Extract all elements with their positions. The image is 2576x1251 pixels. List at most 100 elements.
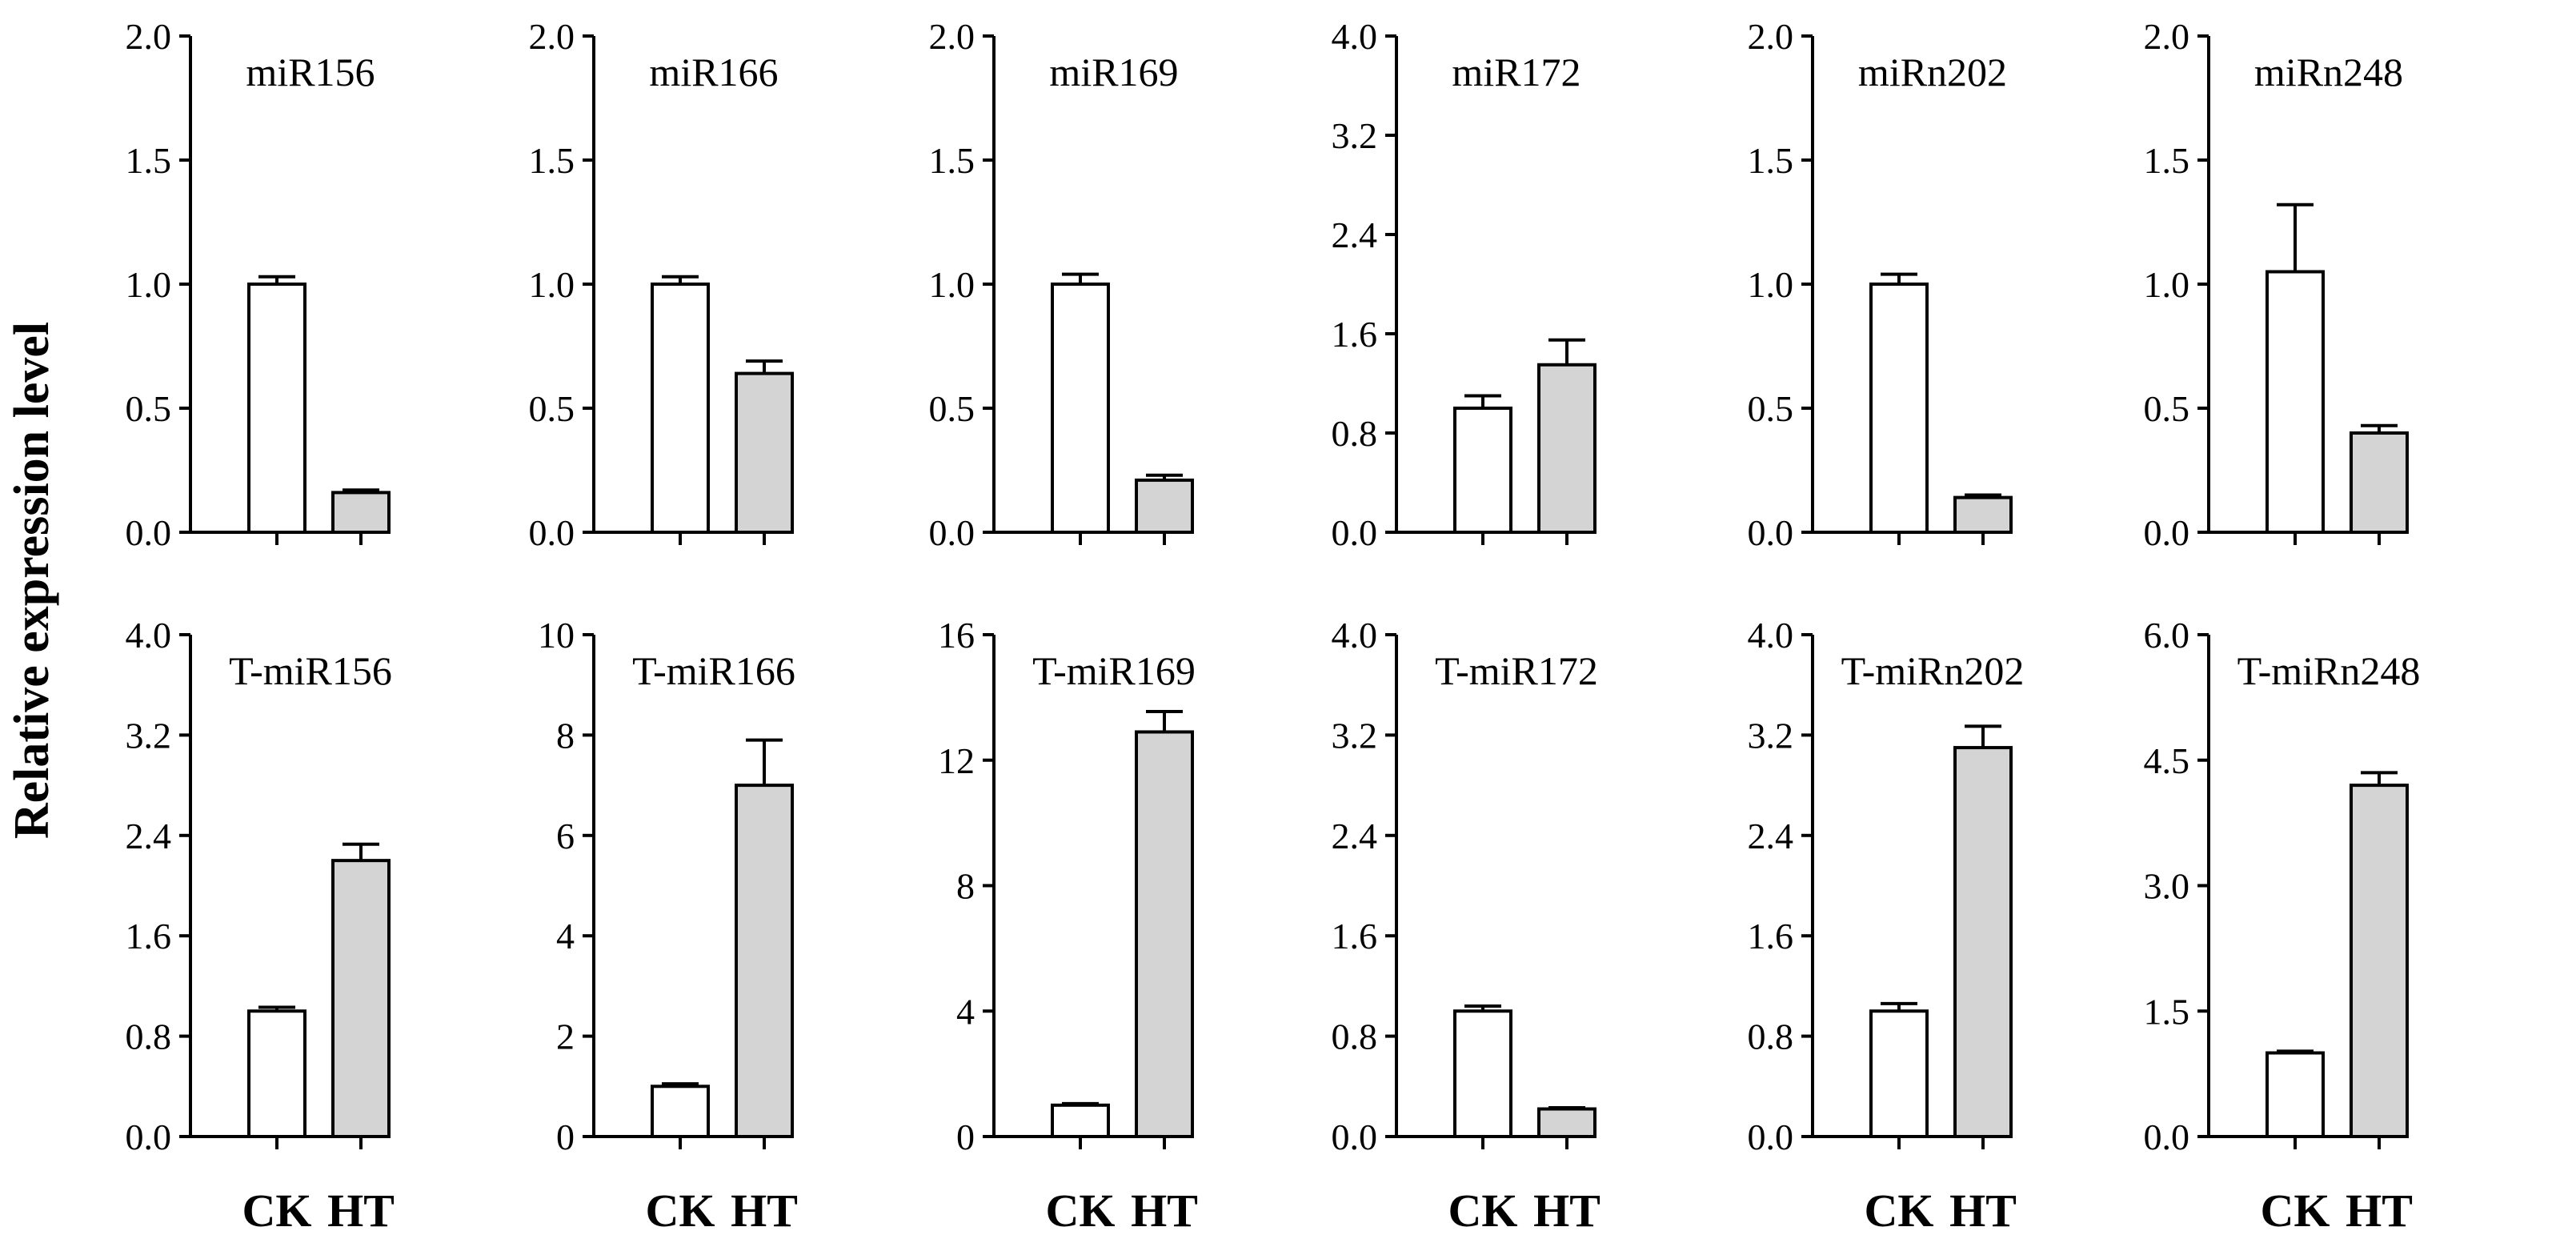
x-category-label-ht: HT <box>1949 1185 2017 1237</box>
y-tick-label: 0.5 <box>929 388 976 429</box>
y-tick-label: 0.5 <box>1748 388 1794 429</box>
panel-mirn248: 0.0 0.5 1.0 1.5 2.0 miRn248 <box>2144 16 2409 553</box>
y-tick-label: 0.0 <box>1332 512 1378 553</box>
y-tick-label: 0.8 <box>1332 1016 1378 1057</box>
y-tick-label: 0.0 <box>2144 1117 2190 1157</box>
bar-ht <box>1537 363 1596 534</box>
y-tick-label: 0 <box>556 1117 575 1157</box>
bar-ht <box>331 491 391 535</box>
y-tick-label: 1.5 <box>529 140 575 181</box>
y-tick-label: 16 <box>938 615 975 656</box>
y-tick-label: 2.0 <box>929 16 976 57</box>
y-tick-label: 2.0 <box>1748 16 1794 57</box>
x-category-label-ck: CK <box>646 1185 715 1237</box>
y-tick-label: 4.0 <box>1332 16 1378 57</box>
y-tick-label: 2 <box>556 1016 575 1057</box>
bar-ck <box>247 283 306 534</box>
y-tick-label: 6.0 <box>2144 615 2190 656</box>
y-tick-label: 0.8 <box>1332 413 1378 454</box>
y-tick-label: 1.5 <box>2144 140 2190 181</box>
panel-title: miR166 <box>649 50 778 94</box>
panel-title: T-miR156 <box>229 648 392 693</box>
x-category-label-ck: CK <box>242 1185 312 1237</box>
y-tick-label: 0.5 <box>2144 388 2190 429</box>
bar-ht <box>1953 746 2013 1138</box>
y-tick-label: 0.0 <box>126 1117 172 1157</box>
y-tick-label: 2.0 <box>529 16 575 57</box>
y-tick-label: 1.5 <box>1748 140 1794 181</box>
x-category-label-ht: HT <box>1131 1185 1198 1237</box>
y-tick-label: 1.0 <box>126 264 172 305</box>
y-tick-label: 1.0 <box>929 264 976 305</box>
y-tick-label: 4.0 <box>1748 615 1794 656</box>
y-tick-label: 0.5 <box>529 388 575 429</box>
panel-mir166: 0.0 0.5 1.0 1.5 2.0 miR166 <box>529 16 794 553</box>
bar-ck <box>2266 1051 2325 1138</box>
panel-t-mir172: 0.0 0.8 1.6 2.4 3.2 4.0 T-miR172 <box>1332 615 1598 1157</box>
bar-ck <box>1869 1009 1929 1138</box>
panel-mir169: 0.0 0.5 1.0 1.5 2.0 miR169 <box>929 16 1194 553</box>
y-tick-label: 1.6 <box>1332 314 1378 355</box>
y-tick-label: 0 <box>956 1117 975 1157</box>
bar-ck <box>1051 1103 1110 1138</box>
panel-title: miR172 <box>1452 50 1580 94</box>
panel-t-mirn248: 0.0 1.5 3.0 4.5 6.0 T-miRn248 <box>2144 615 2421 1157</box>
x-category-label-ck: CK <box>1448 1185 1518 1237</box>
x-category-labels: CK HT CK HT CK HT CK HT CK HT CK HT <box>242 1185 2413 1237</box>
bar-ck <box>651 1085 710 1139</box>
y-tick-label: 4.0 <box>126 615 172 656</box>
y-tick-label: 0.0 <box>1748 512 1794 553</box>
bar-ht <box>735 371 794 534</box>
bar-ck <box>1453 1009 1512 1138</box>
y-tick-label: 4.0 <box>1332 615 1378 656</box>
bar-ck <box>247 1009 306 1138</box>
x-category-label-ck: CK <box>2261 1185 2330 1237</box>
y-tick-label: 8 <box>556 715 575 756</box>
y-tick-label: 3.0 <box>2144 866 2190 907</box>
y-tick-label: 2.4 <box>1332 215 1378 255</box>
bar-ht <box>1537 1107 1596 1139</box>
y-tick-label: 1.6 <box>1332 916 1378 956</box>
x-category-label-ht: HT <box>2346 1185 2413 1237</box>
panel-title: T-miR172 <box>1435 648 1598 693</box>
y-tick-label: 3.2 <box>1332 715 1378 756</box>
y-tick-label: 0.0 <box>1332 1117 1378 1157</box>
y-tick-label: 1.6 <box>126 916 172 956</box>
y-tick-label: 2.4 <box>1332 816 1378 856</box>
y-tick-label: 0.8 <box>1748 1016 1794 1057</box>
bar-ht <box>735 784 794 1138</box>
panel-title: T-miRn248 <box>2237 648 2421 693</box>
y-tick-label: 3.2 <box>126 715 172 756</box>
panel-title: miR169 <box>1049 50 1178 94</box>
panel-mir172: 0.0 0.8 1.6 2.4 3.2 4.0 miR172 <box>1332 16 1596 553</box>
panel-t-mir156: 0.0 0.8 1.6 2.4 3.2 4.0 T-miR156 <box>126 615 392 1157</box>
y-tick-label: 10 <box>538 615 575 656</box>
bar-ht <box>2350 431 2409 534</box>
panel-t-mir166: 0 2 4 6 8 10 T-miR166 <box>538 615 795 1157</box>
y-tick-label: 8 <box>956 866 975 907</box>
y-tick-label: 0.8 <box>126 1016 172 1057</box>
y-axis-label: Relative expression level <box>5 322 59 839</box>
y-tick-label: 0.0 <box>126 512 172 553</box>
y-tick-label: 0.0 <box>929 512 976 553</box>
y-tick-label: 0.0 <box>529 512 575 553</box>
y-tick-label: 0.0 <box>2144 512 2190 553</box>
bar-ck <box>651 283 710 534</box>
y-tick-label: 2.4 <box>1748 816 1794 856</box>
panel-t-mirn202: 0.0 0.8 1.6 2.4 3.2 4.0 T-miRn202 <box>1748 615 2025 1157</box>
bar-ck <box>1051 283 1110 534</box>
panel-title: T-miRn202 <box>1841 648 2025 693</box>
bar-ht <box>1135 478 1194 535</box>
y-tick-label: 1.6 <box>1748 916 1794 956</box>
y-tick-label: 4 <box>556 916 575 956</box>
bar-ck <box>1453 407 1512 534</box>
y-tick-label: 1.0 <box>1748 264 1794 305</box>
panels-container: 0.0 0.5 1.0 1.5 2.0 miR156 0.0 0.5 1.0 1.5 2.0 miR1… <box>126 16 2421 1157</box>
panel-title: miRn248 <box>2254 50 2403 94</box>
y-tick-label: 0.5 <box>126 388 172 429</box>
panel-mir156: 0.0 0.5 1.0 1.5 2.0 miR156 <box>126 16 391 553</box>
bar-ck <box>1869 283 1929 534</box>
panel-title: miRn202 <box>1858 50 2007 94</box>
y-tick-label: 2.0 <box>126 16 172 57</box>
